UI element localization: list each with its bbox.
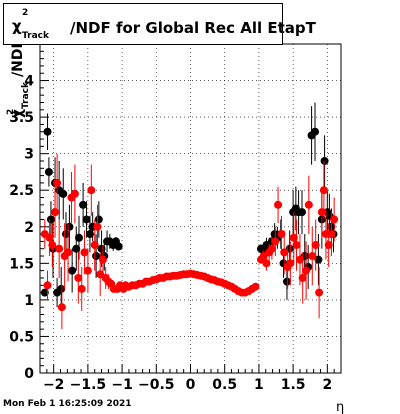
data-point-black	[320, 156, 329, 165]
data-point-red	[55, 244, 64, 253]
data-point-red	[311, 241, 320, 250]
data-point-red	[80, 248, 89, 257]
chart-title-superscript: 2	[22, 8, 29, 18]
data-point-red	[286, 259, 295, 268]
data-point-black	[44, 167, 53, 176]
data-point-black	[74, 233, 83, 242]
data-point-red	[45, 233, 54, 242]
x-tick-label: −1	[111, 377, 132, 393]
data-point-red	[43, 281, 52, 290]
data-point-red	[302, 266, 311, 275]
data-point-red	[53, 178, 62, 187]
y-axis-label: χ 2 Track /NDF	[6, 39, 31, 118]
data-point-black	[79, 200, 88, 209]
data-point-red	[87, 186, 96, 195]
data-point-black	[85, 230, 94, 239]
x-tick-label: 2	[322, 377, 332, 393]
data-point-black	[43, 127, 52, 136]
x-axis-label: η	[336, 400, 344, 414]
data-point-black	[314, 255, 323, 264]
chart-title-symbol: χ	[12, 17, 22, 35]
data-point-red	[324, 241, 333, 250]
axes: −2 −1.5 −1 −0.5 0 0.5 1 1.5 2 0 0.5 1 1.5 2 2.5 3 3.5 4	[9, 43, 342, 393]
data-point-red	[292, 241, 301, 250]
x-tick-label: 0.5	[212, 377, 237, 393]
x-tick-label: 1.5	[281, 377, 306, 393]
data-point-black	[298, 208, 307, 217]
data-point-red	[48, 241, 57, 250]
y-tick-label: 2	[24, 220, 34, 236]
data-point-red	[83, 266, 92, 275]
data-point-red	[262, 259, 271, 268]
data-point-red	[57, 303, 66, 312]
data-point-red	[70, 189, 79, 198]
data-point-black	[59, 189, 68, 198]
data-point-red	[271, 237, 280, 246]
data-point-black	[46, 215, 55, 224]
data-point-red	[93, 222, 102, 231]
data-point-red	[321, 230, 330, 239]
data-point-red	[90, 241, 99, 250]
data-point-black	[61, 230, 70, 239]
y-tick-label: 3	[24, 147, 34, 163]
data-point-black	[94, 215, 103, 224]
y-axis-label-rest: /NDF	[10, 39, 26, 77]
data-point-red	[330, 215, 339, 224]
data-point-black	[82, 215, 91, 224]
chart-title-box: χ 2 Track /NDF for Global Rec All EtapT	[3, 3, 316, 45]
y-tick-label: 4	[24, 74, 34, 90]
y-tick-label: 1.5	[9, 256, 34, 272]
data-point-red	[289, 233, 298, 242]
x-tick-label: −0.5	[138, 377, 175, 393]
y-tick-label: 3.5	[9, 110, 34, 126]
data-point-red	[319, 186, 328, 195]
data-point-red	[304, 200, 313, 209]
y-axis-label-sup: 2	[6, 109, 16, 115]
data-point-red	[298, 273, 307, 282]
data-point-black	[40, 288, 49, 297]
data-point-black	[65, 222, 74, 231]
x-tick-label: −1.5	[70, 377, 107, 393]
data-point-black	[97, 244, 106, 253]
y-axis-label-sub: Track	[21, 81, 31, 109]
data-point-red	[295, 255, 304, 264]
data-point-black	[57, 284, 66, 293]
data-marks	[40, 102, 339, 330]
y-tick-label: 0	[24, 366, 34, 382]
data-point-red	[317, 208, 326, 217]
data-point-red	[267, 244, 276, 253]
x-tick-label: 0	[186, 377, 196, 393]
y-tick-label: 0.5	[9, 329, 34, 345]
data-point-red	[98, 255, 107, 264]
y-axis-label-symbol: χ	[10, 109, 26, 118]
data-point-black	[282, 277, 291, 286]
data-point-red	[308, 252, 317, 261]
data-point-red	[64, 248, 73, 257]
y-tick-label: 2.5	[9, 183, 34, 199]
data-point-black	[92, 252, 101, 261]
timestamp: Mon Feb 1 16:25:09 2021	[3, 399, 132, 409]
data-point-red	[274, 200, 283, 209]
data-point-black	[114, 242, 123, 251]
data-point-red	[277, 230, 286, 239]
data-point-black	[68, 266, 77, 275]
chart-title-subscript: Track	[22, 31, 49, 41]
data-point-black	[311, 127, 320, 136]
data-point-red	[77, 284, 86, 293]
data-point-red	[280, 248, 289, 257]
data-point-red	[51, 208, 60, 217]
data-point-red	[251, 282, 260, 291]
data-point-red	[74, 273, 83, 282]
data-point-red	[327, 230, 336, 239]
data-point-black	[72, 244, 81, 253]
chart-title: /NDF for Global Rec All EtapT	[70, 19, 316, 37]
x-tick-label: 1	[254, 377, 264, 393]
x-tick-label: −2	[43, 377, 64, 393]
data-point-red	[315, 288, 324, 297]
y-tick-label: 1	[24, 293, 34, 309]
